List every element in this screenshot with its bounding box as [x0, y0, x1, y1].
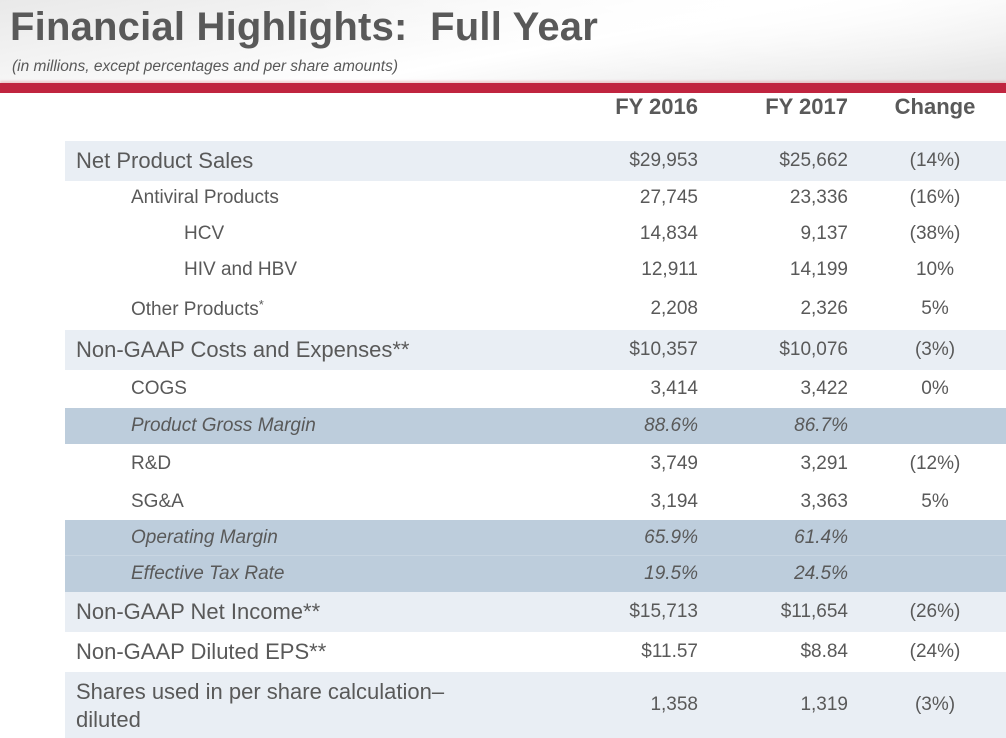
- cell-fy2017: 14,199: [789, 259, 848, 280]
- cell-fy2016: 14,834: [639, 222, 698, 244]
- column-header-fy2016: FY 2016: [615, 94, 698, 119]
- cell-fy2017: 3,363: [800, 490, 848, 512]
- table-row-effective-tax-rate: Effective Tax Rate 19.5% 24.5%: [65, 556, 1006, 592]
- cell-fy2017: $10,076: [779, 339, 848, 360]
- cell-fy2017: $25,662: [779, 150, 848, 171]
- row-label: COGS: [131, 378, 187, 399]
- row-label: Non-GAAP Diluted EPS**: [76, 639, 327, 664]
- row-label-line2: diluted: [76, 707, 141, 732]
- table-row-non-gaap-costs: Non-GAAP Costs and Expenses** $10,357 $1…: [65, 330, 1006, 370]
- table-row-other-products: Other Products* 2,208 2,326 5%: [65, 288, 1006, 330]
- cell-change: 5%: [921, 298, 949, 319]
- row-label: Antiviral Products: [131, 187, 279, 208]
- table-row-cogs: COGS 3,414 3,422 0%: [65, 370, 1006, 408]
- row-label: HIV and HBV: [184, 259, 297, 280]
- row-label-line1: Shares used in per share calculation–: [76, 679, 445, 704]
- row-label: Non-GAAP Net Income**: [76, 599, 321, 624]
- cell-fy2016: 3,749: [650, 452, 698, 474]
- row-label: SG&A: [131, 490, 184, 512]
- row-label: HCV: [184, 222, 225, 244]
- accent-divider-bar: [0, 83, 1006, 93]
- cell-change: (26%): [909, 601, 961, 622]
- table-row-antiviral-products: Antiviral Products 27,745 23,336 (16%): [65, 181, 1006, 215]
- cell-fy2016: 27,745: [639, 187, 698, 208]
- row-label: Net Product Sales: [76, 148, 254, 173]
- table-row-hcv: HCV 14,834 9,137 (38%): [65, 215, 1006, 252]
- cell-fy2016: 65.9%: [644, 526, 698, 548]
- financial-highlights-table: Net Product Sales $29,953 $25,662 (14%) …: [65, 141, 1006, 738]
- cell-fy2016: 3,194: [650, 490, 698, 512]
- cell-fy2017: 3,291: [800, 452, 848, 474]
- cell-fy2017: 1,319: [800, 694, 848, 715]
- footnote-marker: *: [258, 297, 264, 312]
- row-label: R&D: [131, 452, 172, 474]
- cell-change: (14%): [909, 150, 961, 171]
- table-row-r-and-d: R&D 3,749 3,291 (12%): [65, 444, 1006, 483]
- cell-change: (38%): [909, 222, 961, 244]
- cell-fy2016: $29,953: [629, 150, 698, 171]
- cell-fy2017: $8.84: [800, 641, 848, 662]
- cell-fy2016: 12,911: [641, 259, 698, 280]
- cell-fy2017: $11,654: [780, 601, 848, 622]
- row-label: Effective Tax Rate: [131, 563, 285, 584]
- cell-change: (3%): [914, 694, 956, 715]
- table-row-shares-diluted: Shares used in per share calculation– dil…: [65, 672, 1006, 738]
- cell-fy2017: 9,137: [800, 222, 848, 244]
- cell-fy2016: $11.57: [641, 641, 698, 662]
- cell-fy2017: 86.7%: [794, 415, 848, 436]
- column-header-change: Change: [894, 94, 976, 119]
- cell-fy2016: 3,414: [650, 378, 698, 399]
- cell-change: (16%): [909, 187, 961, 208]
- cell-fy2017: 61.4%: [794, 526, 848, 548]
- cell-change: (24%): [909, 641, 961, 662]
- cell-fy2016: 19.5%: [644, 563, 698, 584]
- table-row-operating-margin: Operating Margin 65.9% 61.4%: [65, 520, 1006, 556]
- cell-fy2016: $15,713: [629, 601, 698, 622]
- cell-fy2017: 23,336: [789, 187, 848, 208]
- table-row-net-product-sales: Net Product Sales $29,953 $25,662 (14%): [65, 141, 1006, 181]
- table-row-non-gaap-net-income: Non-GAAP Net Income** $15,713 $11,654 (2…: [65, 592, 1006, 632]
- cell-fy2016: $10,357: [629, 339, 698, 360]
- table-row-sg-and-a: SG&A 3,194 3,363 5%: [65, 483, 1006, 520]
- cell-fy2017: 2,326: [800, 298, 848, 319]
- cell-change: 10%: [915, 259, 955, 280]
- row-label: Other Products*: [131, 297, 264, 321]
- row-label: Non-GAAP Costs and Expenses**: [76, 337, 410, 362]
- title-banner: Financial Highlights: Full Year (in mill…: [0, 0, 1006, 84]
- page-title: Financial Highlights: Full Year: [10, 5, 598, 49]
- page-subtitle: (in millions, except percentages and per…: [12, 58, 398, 75]
- cell-fy2017: 24.5%: [794, 563, 848, 584]
- cell-fy2017: 3,422: [800, 378, 848, 399]
- cell-change: 0%: [921, 378, 949, 399]
- row-label: Operating Margin: [131, 526, 278, 548]
- table-row-hiv-and-hbv: HIV and HBV 12,911 14,199 10%: [65, 252, 1006, 288]
- row-label: Shares used in per share calculation– dil…: [76, 678, 444, 734]
- cell-change: (12%): [909, 452, 961, 474]
- cell-fy2016: 1,358: [650, 694, 698, 715]
- cell-change: (3%): [914, 339, 956, 360]
- cell-fy2016: 88.6%: [644, 415, 698, 436]
- cell-change: 5%: [921, 490, 949, 512]
- cell-fy2016: 2,208: [650, 298, 698, 319]
- column-header-fy2017: FY 2017: [765, 94, 848, 119]
- table-row-non-gaap-diluted-eps: Non-GAAP Diluted EPS** $11.57 $8.84 (24%…: [65, 632, 1006, 672]
- table-row-product-gross-margin: Product Gross Margin 88.6% 86.7%: [65, 408, 1006, 444]
- row-label: Product Gross Margin: [131, 415, 316, 436]
- row-label-text: Other Products: [131, 299, 259, 320]
